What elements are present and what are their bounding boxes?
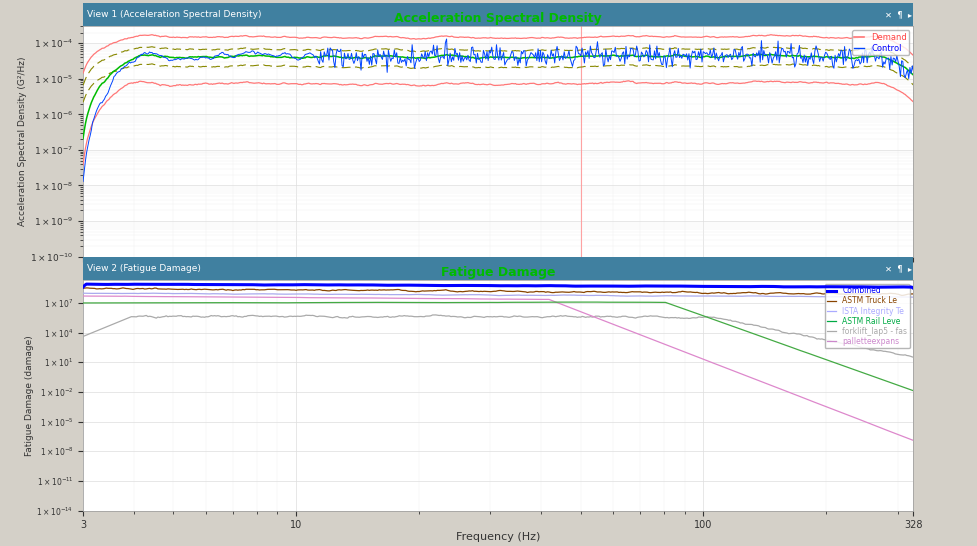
Line: ISTA Integrity Te: ISTA Integrity Te bbox=[83, 293, 913, 297]
ASTM Truck Le bbox=[759, 291, 771, 298]
ISTA Integrity Te bbox=[77, 290, 89, 296]
ASTM Truck Le bbox=[473, 288, 485, 295]
forklift_lap5 - fas bbox=[430, 312, 442, 318]
palletteexpans bbox=[573, 308, 585, 314]
ASTM Truck Le bbox=[889, 290, 901, 297]
ASTM Truck Le bbox=[896, 292, 908, 299]
ASTM Rail Leve bbox=[77, 300, 89, 306]
palletteexpans bbox=[908, 437, 919, 444]
ASTM Rail Leve bbox=[889, 381, 901, 388]
forklift_lap5 - fas bbox=[889, 351, 901, 357]
Combined bbox=[529, 282, 540, 289]
ISTA Integrity Te bbox=[148, 290, 159, 296]
ASTM Rail Leve bbox=[527, 299, 538, 306]
Combined bbox=[908, 285, 919, 292]
Combined bbox=[573, 283, 585, 289]
ASTM Rail Leve bbox=[477, 299, 488, 306]
Text: ✕  ¶  ▸: ✕ ¶ ▸ bbox=[885, 10, 912, 19]
Combined bbox=[77, 284, 89, 290]
X-axis label: Frequency (Hz): Frequency (Hz) bbox=[456, 532, 540, 542]
Text: View 1 (Acceleration Spectral Density): View 1 (Acceleration Spectral Density) bbox=[87, 10, 262, 19]
Y-axis label: Fatigue Damage (damage): Fatigue Damage (damage) bbox=[24, 335, 33, 456]
ASTM Truck Le bbox=[908, 290, 919, 297]
Line: forklift_lap5 - fas: forklift_lap5 - fas bbox=[83, 315, 913, 357]
ISTA Integrity Te bbox=[473, 292, 485, 298]
Y-axis label: Acceleration Spectral Density (G²/Hz): Acceleration Spectral Density (G²/Hz) bbox=[19, 57, 27, 226]
palletteexpans bbox=[479, 296, 490, 302]
palletteexpans bbox=[473, 296, 485, 302]
ASTM Truck Le bbox=[479, 288, 490, 295]
ASTM Rail Leve bbox=[573, 299, 585, 305]
Line: ASTM Truck Le: ASTM Truck Le bbox=[83, 288, 913, 295]
palletteexpans bbox=[529, 296, 540, 302]
ASTM Rail Leve bbox=[472, 299, 484, 306]
forklift_lap5 - fas bbox=[479, 314, 490, 321]
forklift_lap5 - fas bbox=[529, 313, 540, 320]
Title: Fatigue Damage: Fatigue Damage bbox=[441, 266, 556, 279]
ASTM Rail Leve bbox=[908, 388, 919, 394]
Text: ✕  ¶  ▸: ✕ ¶ ▸ bbox=[885, 264, 912, 273]
ASTM Truck Le bbox=[80, 284, 92, 291]
ASTM Rail Leve bbox=[572, 299, 583, 305]
forklift_lap5 - fas bbox=[573, 314, 585, 321]
Legend: Combined, ASTM Truck Le, ISTA Integrity Te, ASTM Rail Leve, forklift_lap5 - fas,: Combined, ASTM Truck Le, ISTA Integrity … bbox=[825, 284, 910, 348]
Line: palletteexpans: palletteexpans bbox=[83, 296, 913, 441]
ISTA Integrity Te bbox=[529, 292, 540, 299]
palletteexpans bbox=[889, 430, 901, 437]
Line: Combined: Combined bbox=[83, 284, 913, 288]
Combined bbox=[80, 281, 92, 287]
ISTA Integrity Te bbox=[759, 293, 771, 300]
palletteexpans bbox=[79, 293, 91, 299]
ASTM Rail Leve bbox=[759, 335, 771, 341]
ISTA Integrity Te bbox=[573, 292, 585, 299]
ASTM Truck Le bbox=[77, 285, 89, 292]
Text: View 2 (Fatigue Damage): View 2 (Fatigue Damage) bbox=[87, 264, 201, 273]
ISTA Integrity Te bbox=[479, 292, 490, 298]
Combined bbox=[473, 282, 485, 289]
Combined bbox=[889, 284, 901, 290]
ISTA Integrity Te bbox=[889, 294, 901, 300]
forklift_lap5 - fas bbox=[77, 333, 89, 340]
Combined bbox=[759, 283, 771, 290]
forklift_lap5 - fas bbox=[908, 354, 919, 360]
Combined bbox=[479, 282, 490, 289]
palletteexpans bbox=[77, 293, 89, 299]
ASTM Truck Le bbox=[573, 289, 585, 295]
palletteexpans bbox=[759, 380, 771, 387]
Line: ASTM Rail Leve: ASTM Rail Leve bbox=[83, 302, 913, 391]
ASTM Truck Le bbox=[529, 289, 540, 295]
forklift_lap5 - fas bbox=[759, 324, 771, 331]
forklift_lap5 - fas bbox=[473, 313, 485, 320]
ISTA Integrity Te bbox=[908, 294, 919, 300]
Title: Acceleration Spectral Density: Acceleration Spectral Density bbox=[395, 12, 602, 25]
Legend: Demand, Control: Demand, Control bbox=[852, 31, 910, 55]
